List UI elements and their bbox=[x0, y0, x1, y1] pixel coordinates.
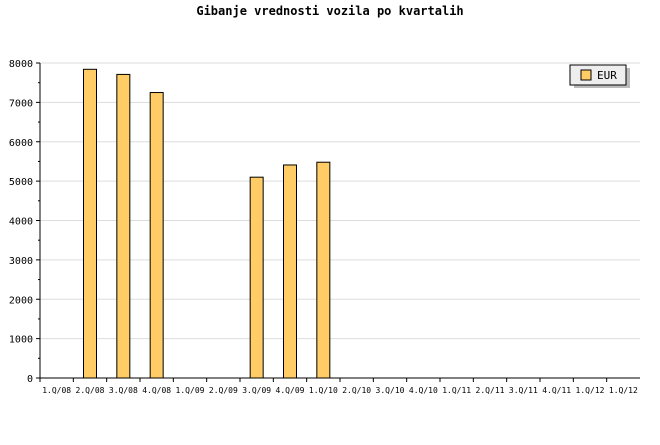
x-tick-label: 1.Q/09 bbox=[176, 386, 205, 395]
bar bbox=[83, 68, 97, 379]
chart-title: Gibanje vrednosti vozila po kvartalih bbox=[196, 4, 463, 18]
x-tick-label: 4.Q/08 bbox=[142, 386, 171, 395]
y-tick-label: 2000 bbox=[9, 295, 33, 306]
x-tick-label: 1.Q/12 bbox=[576, 386, 605, 395]
x-tick-label: 4.Q/09 bbox=[276, 386, 305, 395]
y-tick-label: 3000 bbox=[9, 256, 33, 267]
bar bbox=[249, 176, 264, 379]
x-tick-label: 3.Q/10 bbox=[376, 386, 405, 395]
y-tick-label: 0 bbox=[27, 374, 33, 385]
x-tick-label: 1.Q/11 bbox=[442, 386, 471, 395]
bar bbox=[316, 161, 331, 379]
legend-label: EUR bbox=[597, 69, 617, 82]
x-tick-label: 1.Q/12 bbox=[609, 386, 638, 395]
x-tick-label: 2.Q/08 bbox=[76, 386, 105, 395]
y-tick-label: 7000 bbox=[9, 98, 33, 109]
legend-swatch bbox=[580, 69, 592, 81]
x-tick-label: 1.Q/10 bbox=[309, 386, 338, 395]
y-tick-label: 4000 bbox=[9, 217, 33, 228]
bar bbox=[283, 164, 297, 379]
x-tick-label: 4.Q/11 bbox=[542, 386, 571, 395]
x-tick-label: 3.Q/11 bbox=[509, 386, 538, 395]
x-tick-label: 2.Q/11 bbox=[476, 386, 505, 395]
y-tick-label: 5000 bbox=[9, 177, 33, 188]
x-tick-label: 4.Q/10 bbox=[409, 386, 438, 395]
x-tick-label: 3.Q/09 bbox=[242, 386, 271, 395]
x-tick-label: 2.Q/09 bbox=[209, 386, 238, 395]
x-tick-label: 3.Q/08 bbox=[109, 386, 138, 395]
y-tick-label: 8000 bbox=[9, 59, 33, 70]
bar bbox=[116, 73, 131, 379]
legend: EUR bbox=[569, 64, 630, 88]
x-tick-label: 1.Q/08 bbox=[42, 386, 71, 395]
x-tick-label: 2.Q/10 bbox=[342, 386, 371, 395]
bar bbox=[149, 92, 164, 379]
y-tick-label: 6000 bbox=[9, 138, 33, 149]
y-tick-label: 1000 bbox=[9, 335, 33, 346]
